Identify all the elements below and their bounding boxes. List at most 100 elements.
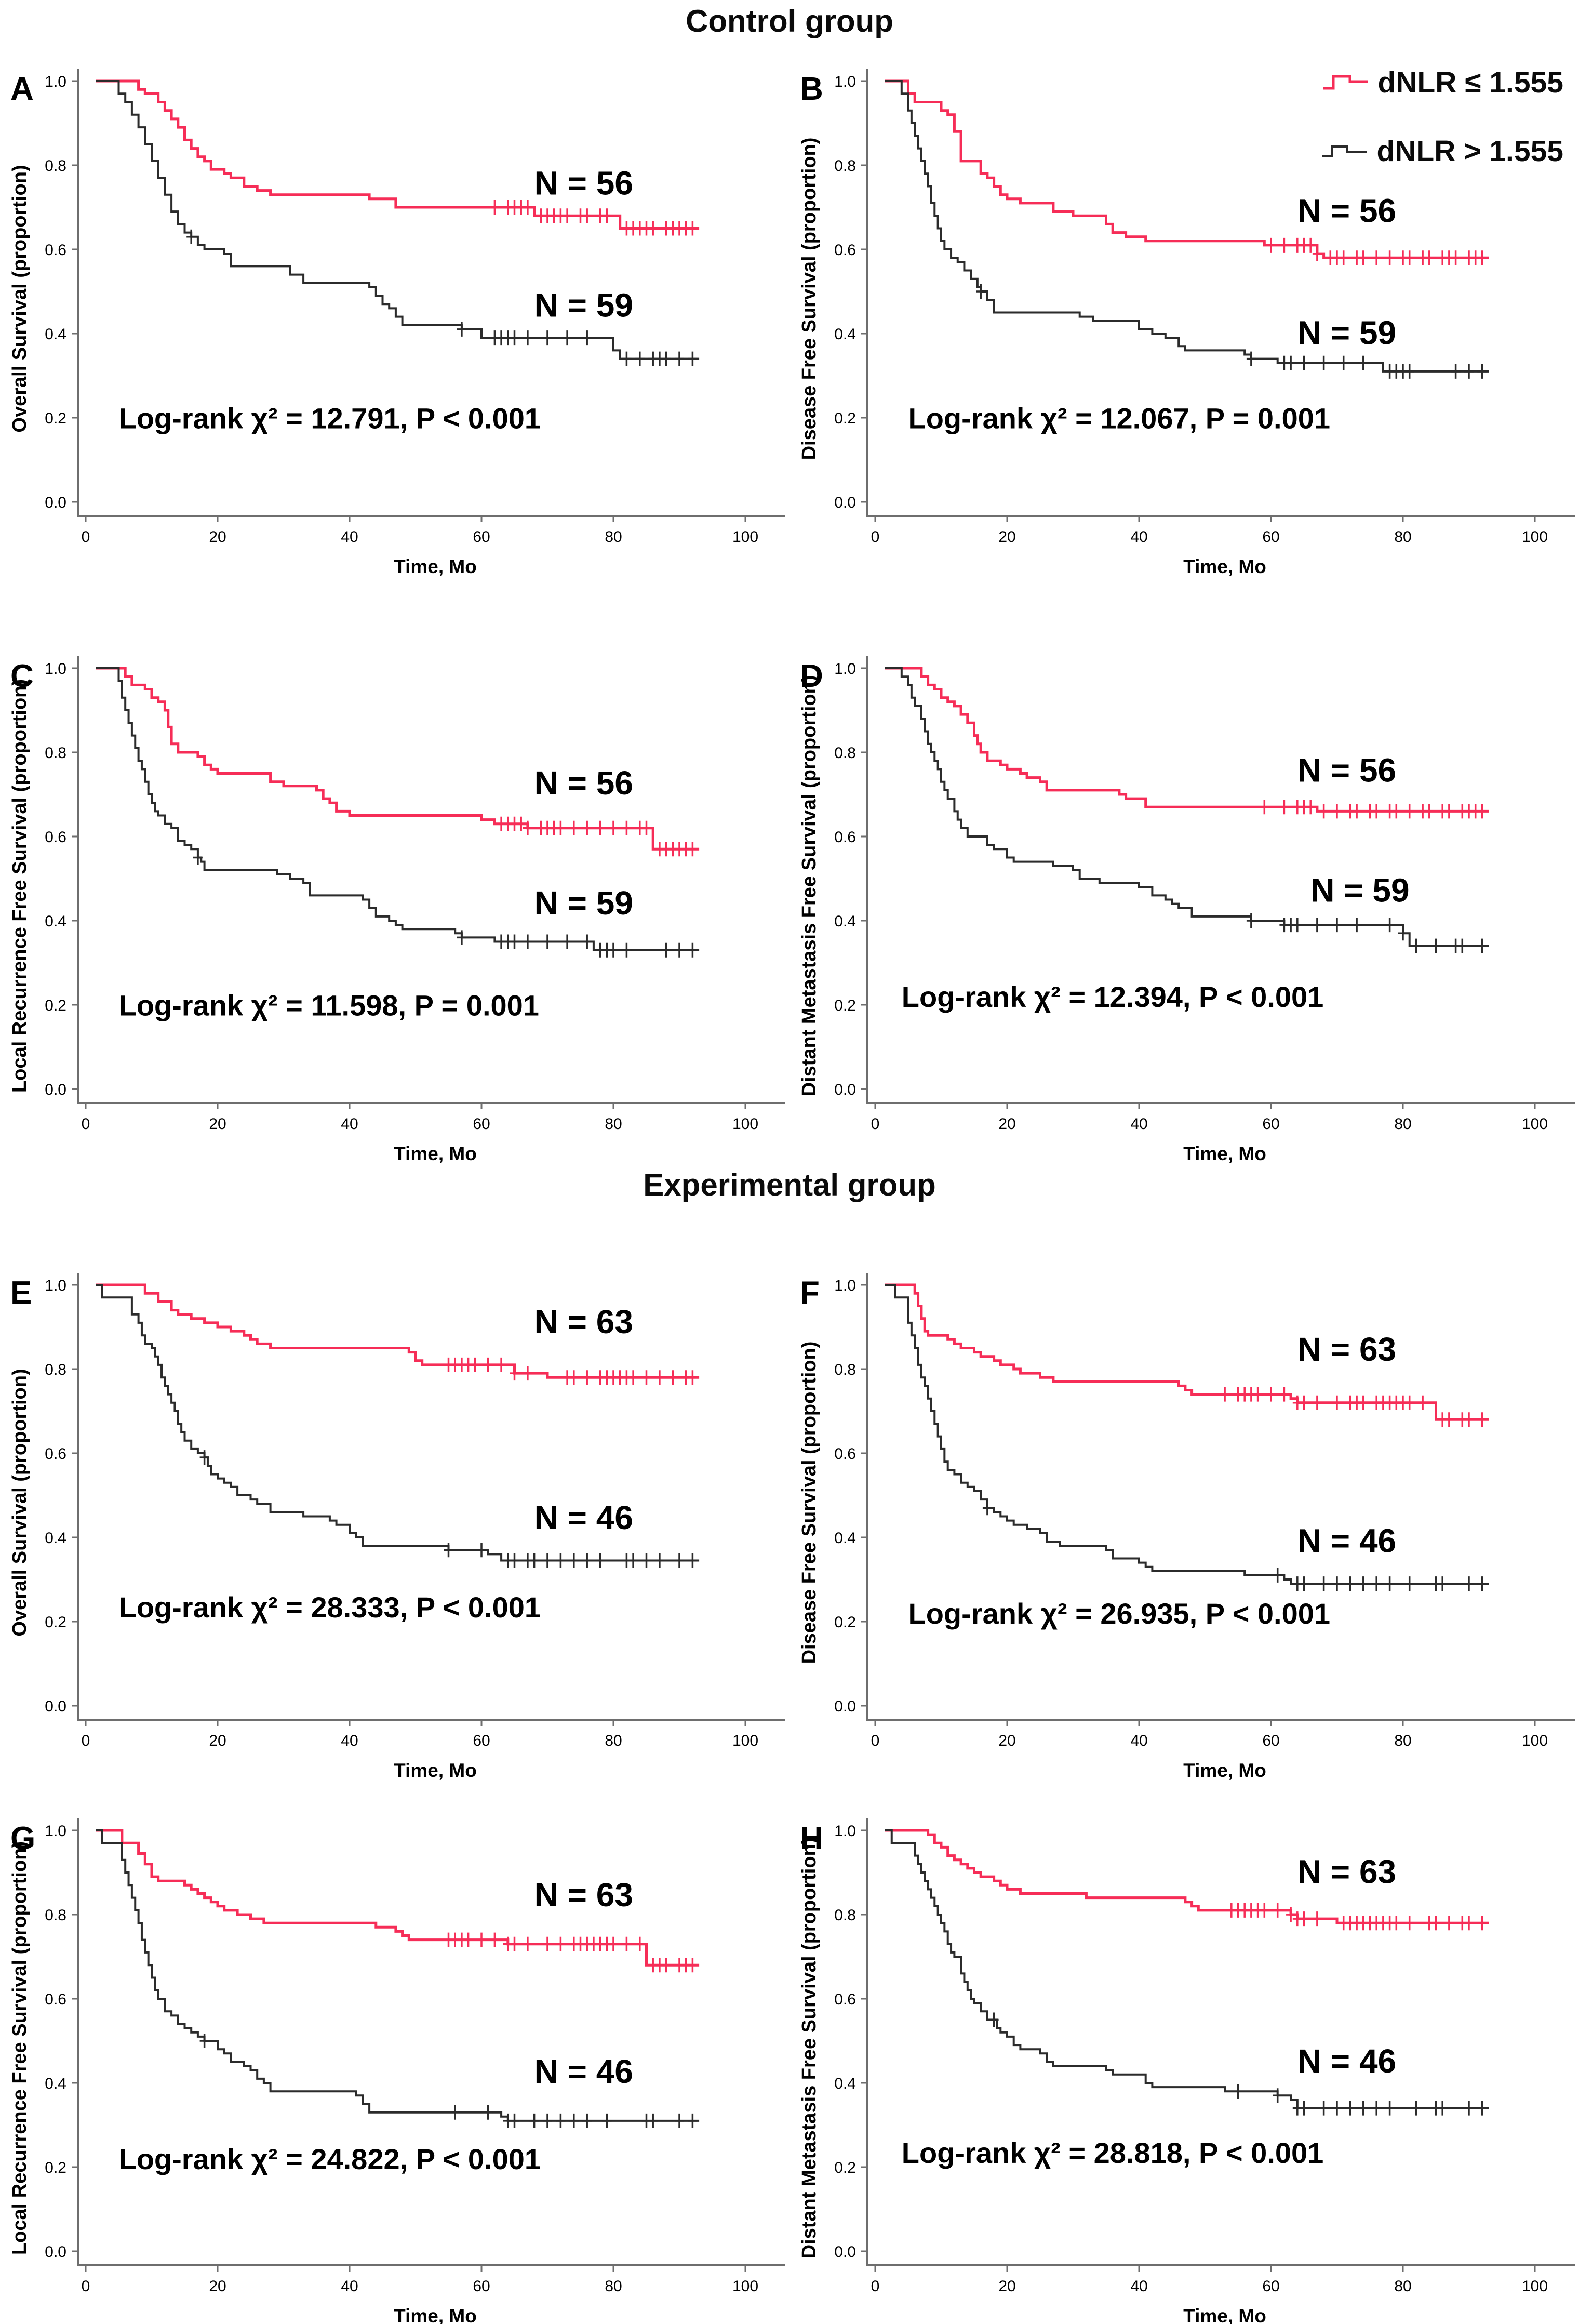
panel-H-logrank-stat: Log-rank χ² = 28.818, P < 0.001 [902, 2136, 1324, 2169]
censor-marks-F-black [982, 1500, 1487, 1591]
panel-H-y-axis-label: Distant Metastasis Free Survival (propor… [798, 1838, 820, 2259]
y-tick-label: 0.0 [834, 1698, 856, 1715]
y-tick-label: 0.2 [834, 997, 856, 1014]
panel-C-x-axis-label: Time, Mo [394, 1143, 477, 1164]
y-tick-label: 0.4 [834, 1530, 856, 1547]
km-curve-G-black [96, 1829, 700, 2122]
y-tick-label: 0.8 [45, 745, 66, 762]
panel-B-n-label-black: N = 59 [1297, 314, 1396, 351]
panel-E-logrank-stat: Log-rank χ² = 28.333, P < 0.001 [119, 1591, 541, 1624]
panel-F-y-axis-label: Disease Free Survival (proportion) [798, 1342, 820, 1664]
panel-F-n-label-pink: N = 63 [1297, 1331, 1396, 1368]
legend-label-dnlr-low: dNLR ≤ 1.555 [1377, 66, 1563, 99]
y-tick-label: 0.2 [45, 1614, 66, 1631]
panel-F-x-axis-label: Time, Mo [1183, 1760, 1266, 1781]
panel-E-chart: E Overall Survival (proportion) 1.0 0.8 0.6 0… [9, 1273, 785, 1781]
step-line-icon [1323, 75, 1368, 90]
panel-C-y-axis-label: Local Recurrence Free Survival (proporti… [9, 679, 31, 1093]
y-tick-label: 0.0 [45, 2243, 66, 2261]
km-curve-A-black [96, 80, 700, 360]
x-tick-label: 100 [732, 1115, 758, 1133]
km-curve-C-pink [96, 667, 700, 851]
x-tick-label: 60 [473, 528, 490, 546]
y-tick-label: 1.0 [45, 660, 66, 678]
y-tick-label: 0.2 [45, 997, 66, 1014]
y-tick-label: 1.0 [45, 1277, 66, 1294]
x-tick-label: 40 [341, 1115, 358, 1133]
x-tick-label: 0 [82, 1732, 90, 1749]
panel-D-x-axis-label: Time, Mo [1183, 1143, 1266, 1164]
y-tick-label: 0.6 [45, 1991, 66, 2008]
panel-H-n-label-pink: N = 63 [1297, 1853, 1396, 1890]
x-tick-label: 0 [871, 1115, 880, 1133]
km-curve-G-pink [96, 1829, 700, 1967]
x-tick-label: 20 [998, 1115, 1015, 1133]
panel-D-y-axis-label: Distant Metastasis Free Survival (propor… [798, 675, 820, 1097]
panel-E-n-label-black: N = 46 [534, 1499, 633, 1536]
x-tick-label: 100 [1522, 1115, 1548, 1133]
x-tick-label: 80 [605, 528, 622, 546]
control-group-title: Control group [686, 4, 893, 38]
panel-G-n-label-pink: N = 63 [534, 1876, 633, 1914]
km-curve-H-black [885, 1829, 1489, 2109]
x-tick-label: 100 [732, 2278, 758, 2295]
panel-G-letter: G [10, 1821, 35, 1856]
panel-F-n-label-black: N = 46 [1297, 1522, 1396, 1559]
y-tick-label: 0.8 [834, 1361, 856, 1378]
panel-D-n-label-pink: N = 56 [1297, 752, 1396, 789]
y-tick-label: 0.4 [834, 326, 856, 343]
y-tick-label: 0.6 [45, 1445, 66, 1463]
y-tick-label: 0.2 [45, 410, 66, 427]
y-tick-label: 0.6 [834, 829, 856, 846]
km-curve-H-pink [885, 1829, 1489, 1924]
censor-marks-G-pink [444, 1932, 698, 1973]
y-tick-label: 1.0 [834, 660, 856, 678]
x-tick-label: 80 [605, 1732, 622, 1749]
km-curve-C-black [96, 667, 700, 951]
panel-F-logrank-stat: Log-rank χ² = 26.935, P < 0.001 [908, 1597, 1331, 1630]
y-tick-label: 0.0 [834, 2243, 856, 2261]
y-tick-label: 0.4 [834, 2075, 856, 2092]
x-tick-label: 40 [341, 1732, 358, 1749]
km-curve-B-black [885, 80, 1489, 373]
x-tick-label: 0 [82, 1115, 90, 1133]
panel-H-x-axis-label: Time, Mo [1183, 2305, 1266, 2324]
censor-marks-D-pink [1260, 800, 1487, 819]
x-tick-label: 60 [1262, 2278, 1279, 2295]
panel-B-n-label-pink: N = 56 [1297, 192, 1396, 229]
censor-marks-A-pink [490, 200, 698, 236]
x-tick-label: 100 [732, 528, 758, 546]
y-tick-label: 0.0 [45, 494, 66, 511]
y-tick-label: 0.6 [834, 242, 856, 259]
x-tick-label: 80 [1394, 1732, 1411, 1749]
x-tick-label: 40 [1130, 1732, 1147, 1749]
x-tick-label: 80 [605, 2278, 622, 2295]
x-tick-label: 60 [473, 1115, 490, 1133]
y-tick-label: 1.0 [834, 1277, 856, 1294]
y-tick-label: 0.8 [834, 157, 856, 175]
panel-row-experimental-bottom: G Local Recurrence Free Survival (proport… [0, 1799, 1579, 2324]
x-tick-label: 0 [871, 2278, 880, 2295]
x-tick-label: 0 [871, 528, 880, 546]
censor-marks-E-black [199, 1450, 698, 1568]
y-tick-label: 1.0 [834, 1823, 856, 1840]
y-tick-label: 0.8 [45, 1361, 66, 1378]
x-tick-label: 40 [1130, 1115, 1147, 1133]
km-curve-E-pink [96, 1283, 700, 1379]
x-tick-label: 100 [1522, 528, 1548, 546]
censor-marks-D-black [1246, 913, 1487, 953]
panel-C-n-label-pink: N = 56 [534, 764, 633, 802]
km-curve-B-pink [885, 79, 1489, 259]
panel-E-x-axis-label: Time, Mo [394, 1760, 477, 1781]
panel-A-chart: A Overall Survival (proportion) 1.0 0.8 0.6 0… [9, 69, 785, 577]
x-tick-label: 40 [341, 528, 358, 546]
panel-row-control-top: A Overall Survival (proportion) 1.0 0.8 0.6 0… [0, 49, 1579, 600]
x-tick-label: 0 [82, 528, 90, 546]
panel-A-n-label-black: N = 59 [534, 287, 633, 324]
panel-A-n-label-pink: N = 56 [534, 165, 633, 202]
panel-G-x-axis-label: Time, Mo [394, 2305, 477, 2324]
censor-marks-B-black [976, 284, 1487, 379]
y-tick-label: 0.2 [45, 2159, 66, 2176]
